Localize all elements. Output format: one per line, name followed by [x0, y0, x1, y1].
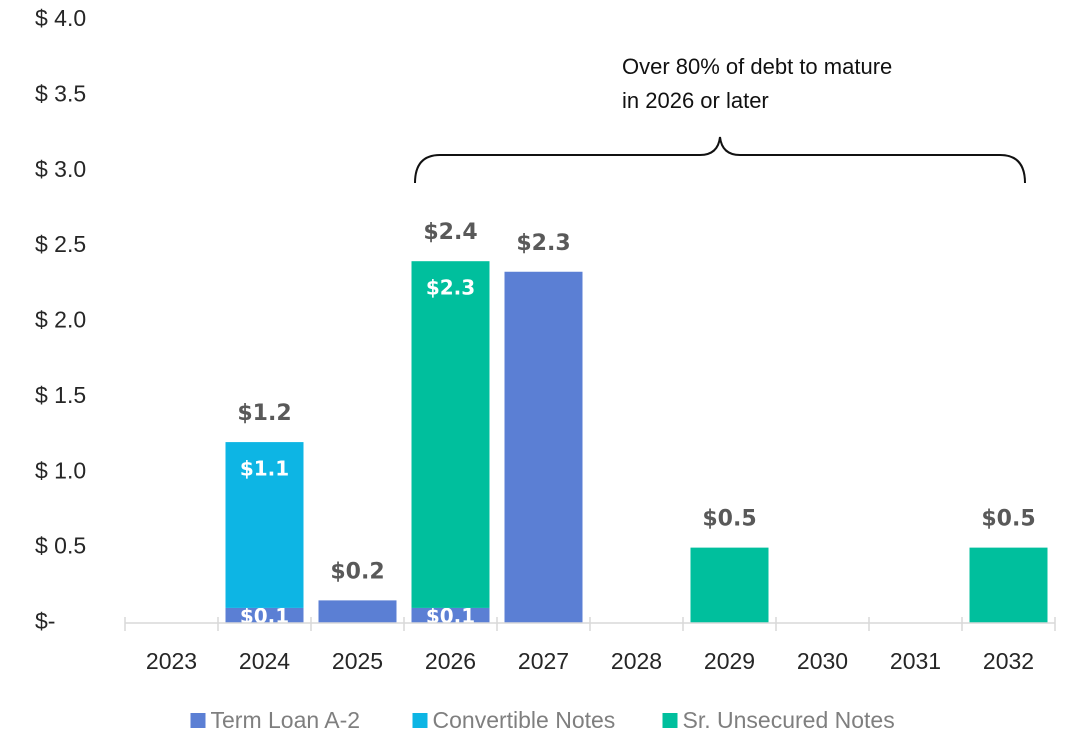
- x-tick-label: 2024: [239, 648, 290, 674]
- bar-segment: [411, 261, 490, 608]
- legend-swatch: [662, 713, 678, 728]
- segment-label: $2.3: [426, 276, 475, 300]
- legend-swatch: [412, 713, 428, 728]
- y-tick-label: $ 1.5: [35, 382, 86, 408]
- total-label: $0.5: [702, 507, 756, 532]
- bar-segment: [969, 547, 1048, 623]
- total-label: $2.4: [423, 220, 477, 245]
- bar-segment: [318, 600, 397, 623]
- legend-label: Sr. Unsecured Notes: [683, 707, 895, 733]
- annotation: in 2026 or later: [622, 88, 769, 113]
- x-tick-label: 2029: [704, 648, 755, 674]
- total-label: $0.5: [981, 507, 1035, 532]
- bar-segment: [411, 607, 490, 623]
- legend-label: Convertible Notes: [433, 707, 616, 733]
- x-tick-label: 2027: [518, 648, 569, 674]
- x-tick-label: 2030: [797, 648, 848, 674]
- legend-label: Term Loan A-2: [211, 707, 361, 733]
- x-tick-label: 2032: [983, 648, 1034, 674]
- y-tick-label: $ 4.0: [35, 5, 86, 31]
- y-tick-label: $-: [35, 608, 55, 634]
- segment-label: $1.1: [240, 457, 289, 481]
- total-label: $0.2: [330, 559, 384, 584]
- y-tick-label: $ 3.0: [35, 156, 86, 182]
- bar-segment: [225, 442, 304, 608]
- bar-segment: [690, 547, 769, 623]
- x-tick-label: 2031: [890, 648, 941, 674]
- x-tick-label: 2028: [611, 648, 662, 674]
- total-label: $2.3: [516, 231, 570, 256]
- segment-label: $0.1: [426, 604, 475, 628]
- x-tick-label: 2025: [332, 648, 383, 674]
- y-tick-label: $ 2.5: [35, 231, 86, 257]
- segment-label: $0.1: [240, 604, 289, 628]
- bar-segment: [225, 607, 304, 623]
- annotation: Over 80% of debt to mature: [622, 54, 892, 79]
- y-tick-label: $ 2.0: [35, 307, 86, 333]
- y-tick-label: $ 0.5: [35, 533, 86, 559]
- legend-swatch: [190, 713, 206, 728]
- y-tick-label: $ 1.0: [35, 457, 86, 483]
- x-tick-label: 2023: [146, 648, 197, 674]
- y-tick-label: $ 3.5: [35, 80, 86, 106]
- bar-segment: [504, 271, 583, 623]
- brace: [414, 136, 1026, 184]
- x-tick-label: 2026: [425, 648, 476, 674]
- total-label: $1.2: [237, 401, 291, 426]
